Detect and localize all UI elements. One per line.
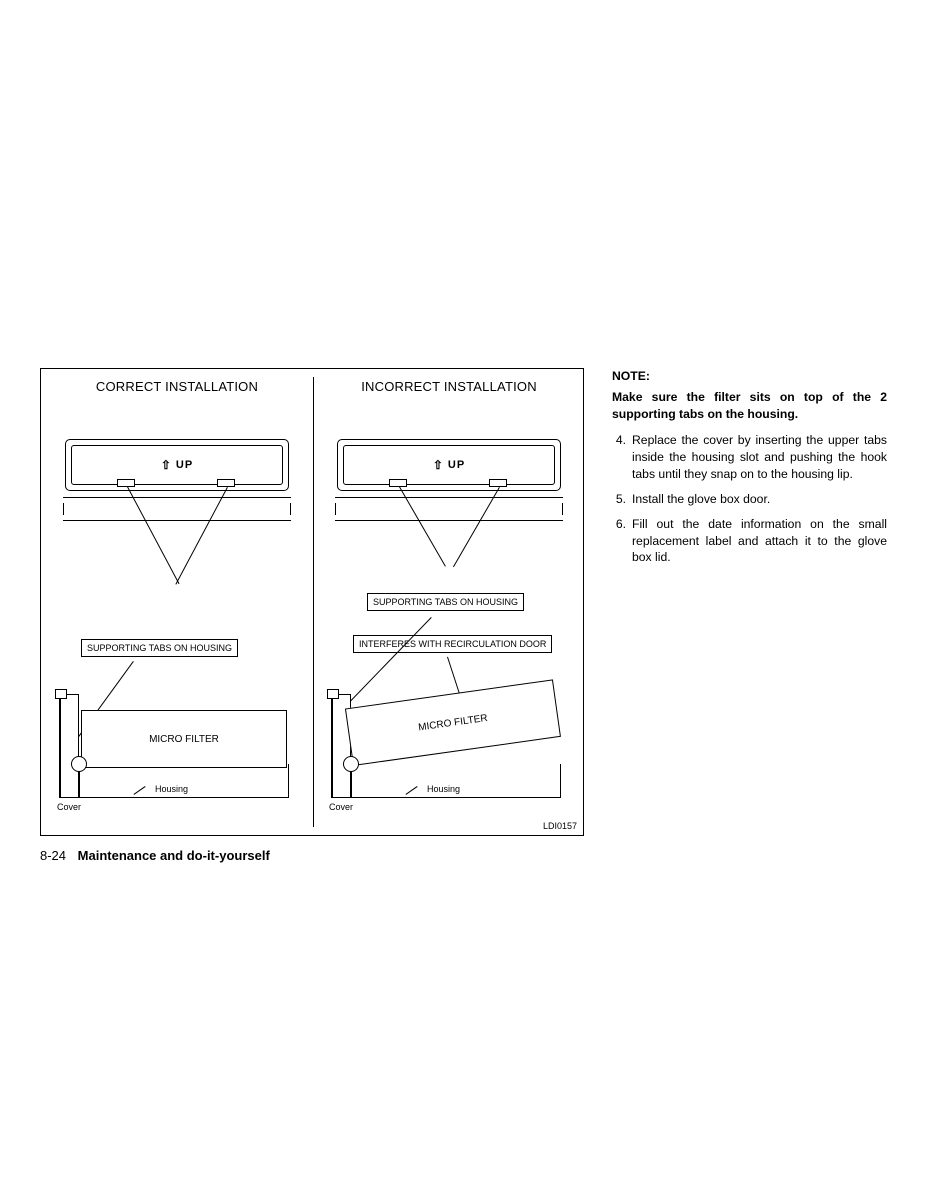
interferes-label: INTERFERES WITH RECIRCULATION DOOR [353,635,552,653]
supporting-tabs-label: SUPPORTING TABS ON HOUSING [81,639,238,657]
step-text: Fill out the date information on the sma… [632,516,887,566]
supporting-tab-icon [117,479,135,487]
step-number: 6. [612,516,632,566]
note-body: Make sure the filter sits on top of the … [612,389,887,423]
step-number: 5. [612,491,632,508]
housing-label: Housing [427,784,460,794]
side-view-incorrect: MICRO FILTER Housing Cover [331,694,567,812]
page-number: 8-24 [40,848,66,863]
supporting-tab-icon [489,479,507,487]
side-view-correct: MICRO FILTER Housing Cover [59,694,295,812]
tab-circle-icon [343,756,359,772]
micro-filter-correct: MICRO FILTER [81,710,287,768]
instruction-text-column: NOTE: Make sure the filter sits on top o… [612,368,887,574]
incorrect-title: INCORRECT INSTALLATION [313,379,585,394]
housing-label: Housing [155,784,188,794]
step-text: Install the glove box door. [632,491,887,508]
cover-label: Cover [57,802,81,812]
diagram-incorrect: INCORRECT INSTALLATION UP SUPPORTING TAB… [313,369,585,837]
supporting-tab-icon [389,479,407,487]
page-content: CORRECT INSTALLATION UP SUPPORTING TABS … [40,368,890,863]
cover-shape [59,694,79,798]
main-row: CORRECT INSTALLATION UP SUPPORTING TABS … [40,368,890,836]
supporting-tab-icon [217,479,235,487]
page-footer: 8-24 Maintenance and do-it-yourself [40,848,890,863]
note-heading: NOTE: [612,368,887,385]
step-text: Replace the cover by inserting the upper… [632,432,887,482]
micro-filter-incorrect: MICRO FILTER [345,679,561,766]
tab-circle-icon [71,756,87,772]
step-number: 4. [612,432,632,482]
dash-contour-inner [63,503,291,515]
dash-contour-inner [335,503,563,515]
correct-title: CORRECT INSTALLATION [41,379,313,394]
filter-up-label: UP [343,445,555,485]
cover-label: Cover [329,802,353,812]
supporting-tabs-label: SUPPORTING TABS ON HOUSING [367,593,524,611]
filter-face-correct: UP [59,427,295,525]
installation-diagram: CORRECT INSTALLATION UP SUPPORTING TABS … [40,368,584,836]
step-5: 5. Install the glove box door. [612,491,887,508]
leader-line [346,617,432,706]
step-4: 4. Replace the cover by inserting the up… [612,432,887,482]
step-6: 6. Fill out the date information on the … [612,516,887,566]
filter-face-incorrect: UP [331,427,567,525]
figure-code: LDI0157 [543,821,577,831]
diagram-correct: CORRECT INSTALLATION UP SUPPORTING TABS … [41,369,313,837]
filter-up-label: UP [71,445,283,485]
section-title: Maintenance and do-it-yourself [78,848,270,863]
